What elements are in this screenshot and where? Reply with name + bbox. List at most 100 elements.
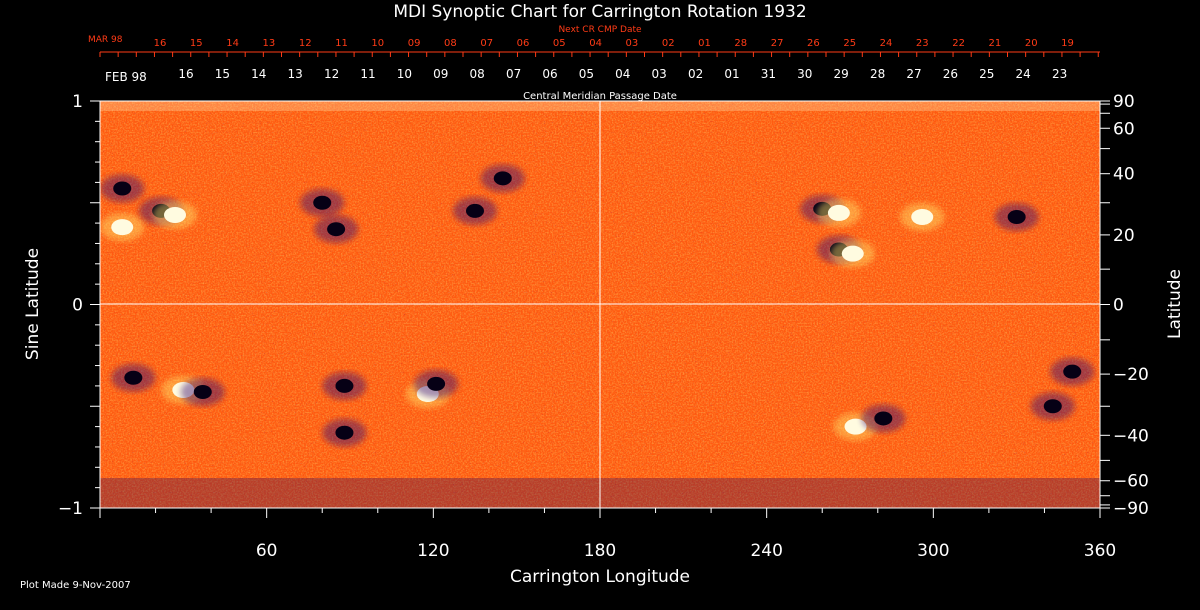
next-cmp-day-label: 13 <box>263 38 276 49</box>
y-right-tick-label: −60 <box>1113 472 1149 492</box>
cmp-day-label: 13 <box>288 67 303 81</box>
negative-region <box>1007 209 1026 224</box>
cmp-day-labels: 16 15 14 13 12 11 10 09 08 07 06 05 04 03 02 01 31 30 29 28… <box>178 67 1067 81</box>
positive-region <box>827 204 850 221</box>
negative-region <box>1043 399 1062 414</box>
x-tick-label: 360 <box>1084 541 1116 561</box>
cmp-date-label: Central Meridian Passage Date <box>523 91 677 102</box>
x-tick-label: 180 <box>584 541 616 561</box>
y-right-tick-label: 90 <box>1113 92 1135 112</box>
next-cmp-month-label: MAR 98 <box>88 35 123 45</box>
y-left-tick-label: 1 <box>72 92 83 112</box>
x-tick-label: 300 <box>917 541 949 561</box>
cmp-day-label: 07 <box>506 67 521 81</box>
active-regions <box>100 164 1095 447</box>
cmp-day-label: 28 <box>870 67 885 81</box>
next-cmp-day-label: 09 <box>408 38 421 49</box>
cmp-day-label: 08 <box>470 67 485 81</box>
next-cmp-day-label: 24 <box>880 38 893 49</box>
y-left-tick-label: −1 <box>58 499 83 519</box>
next-cmp-day-label: 27 <box>771 38 784 49</box>
negative-region <box>874 411 893 426</box>
next-cmp-day-label: 02 <box>662 38 675 49</box>
negative-region <box>327 222 346 237</box>
next-cmp-day-label: 05 <box>553 38 566 49</box>
positive-region <box>111 219 134 236</box>
next-cmp-day-label: 14 <box>226 38 239 49</box>
cmp-day-label: 14 <box>251 67 266 81</box>
chart-title: MDI Synoptic Chart for Carrington Rotati… <box>393 2 806 22</box>
plot-area <box>100 101 1100 508</box>
cmp-day-label: 27 <box>906 67 921 81</box>
y-axis-left-title: Sine Latitude <box>23 248 43 360</box>
next-cmp-day-labels: 16 15 14 13 12 11 10 09 08 07 06 05 04 03 02 01 28 27 26 25… <box>99 38 1099 57</box>
cmp-day-label: 12 <box>324 67 339 81</box>
negative-region <box>335 425 354 440</box>
cmp-day-label: 31 <box>761 67 776 81</box>
next-cmp-day-label: 01 <box>698 38 711 49</box>
cmp-day-label: 01 <box>724 67 739 81</box>
y-right-tick-label: 20 <box>1113 226 1135 246</box>
y-right-tick-label: −90 <box>1113 499 1149 519</box>
negative-region <box>1063 364 1082 379</box>
y-axis-right-title: Latitude <box>1165 269 1185 339</box>
cmp-day-label: 06 <box>542 67 557 81</box>
cmp-day-label: 15 <box>215 67 230 81</box>
negative-region <box>124 370 143 385</box>
positive-region <box>911 208 934 225</box>
x-axis: 60 120 180 240 300 360 <box>99 508 1116 561</box>
positive-region <box>164 206 186 223</box>
negative-region <box>427 376 446 391</box>
next-cmp-day-label: 21 <box>989 38 1002 49</box>
negative-region <box>493 171 512 186</box>
y-left-tick-label: 0 <box>72 296 83 316</box>
x-tick-label: 60 <box>256 541 278 561</box>
next-cmp-day-label: 23 <box>916 38 929 49</box>
cmp-month-label: FEB 98 <box>105 70 147 84</box>
cmp-day-label: 26 <box>943 67 958 81</box>
next-cmp-day-label: 28 <box>734 38 747 49</box>
cmp-day-label: 11 <box>360 67 375 81</box>
cmp-day-label: 23 <box>1052 67 1067 81</box>
cmp-day-label: 05 <box>579 67 594 81</box>
next-cmp-day-label: 22 <box>952 38 965 49</box>
negative-region <box>113 181 132 196</box>
next-cmp-day-label: 15 <box>190 38 203 49</box>
next-cmp-day-label: 04 <box>589 38 602 49</box>
next-cmp-day-label: 03 <box>626 38 639 49</box>
next-cmp-day-label: 10 <box>371 38 384 49</box>
next-cmp-label: Next CR CMP Date <box>558 25 642 35</box>
negative-region <box>313 195 332 210</box>
y-right-tick-label: 0 <box>1113 296 1124 316</box>
negative-region <box>466 203 484 218</box>
positive-region <box>841 245 864 262</box>
y-right-tick-label: −40 <box>1113 426 1149 446</box>
next-cmp-day-label: 11 <box>335 38 348 49</box>
cmp-day-label: 03 <box>652 67 667 81</box>
x-tick-label: 120 <box>417 541 449 561</box>
cmp-day-label: 04 <box>615 67 630 81</box>
next-cmp-day-label: 16 <box>154 38 167 49</box>
cmp-day-label: 09 <box>433 67 448 81</box>
cmp-day-label: 10 <box>397 67 412 81</box>
cmp-day-label: 24 <box>1016 67 1031 81</box>
y-right-tick-label: 60 <box>1113 119 1135 139</box>
cmp-day-label: 25 <box>979 67 994 81</box>
cmp-day-label: 16 <box>178 67 193 81</box>
next-cmp-day-label: 08 <box>444 38 457 49</box>
x-tick-label: 240 <box>750 541 782 561</box>
cmp-day-label: 02 <box>688 67 703 81</box>
next-cmp-day-label: 20 <box>1025 38 1038 49</box>
positive-region <box>844 418 867 435</box>
cmp-day-label: 29 <box>834 67 849 81</box>
next-cmp-day-label: 06 <box>517 38 530 49</box>
y-axis-right: 90 60 40 20 0 −20 −40 −60 −90 <box>1100 92 1149 519</box>
y-right-tick-label: 40 <box>1113 165 1135 185</box>
negative-region <box>335 378 354 393</box>
next-cmp-day-label: 07 <box>480 38 493 49</box>
next-cmp-day-label: 25 <box>843 38 856 49</box>
next-cmp-day-label: 26 <box>807 38 820 49</box>
next-cmp-day-label: 19 <box>1061 38 1074 49</box>
y-right-tick-label: −20 <box>1113 365 1149 385</box>
